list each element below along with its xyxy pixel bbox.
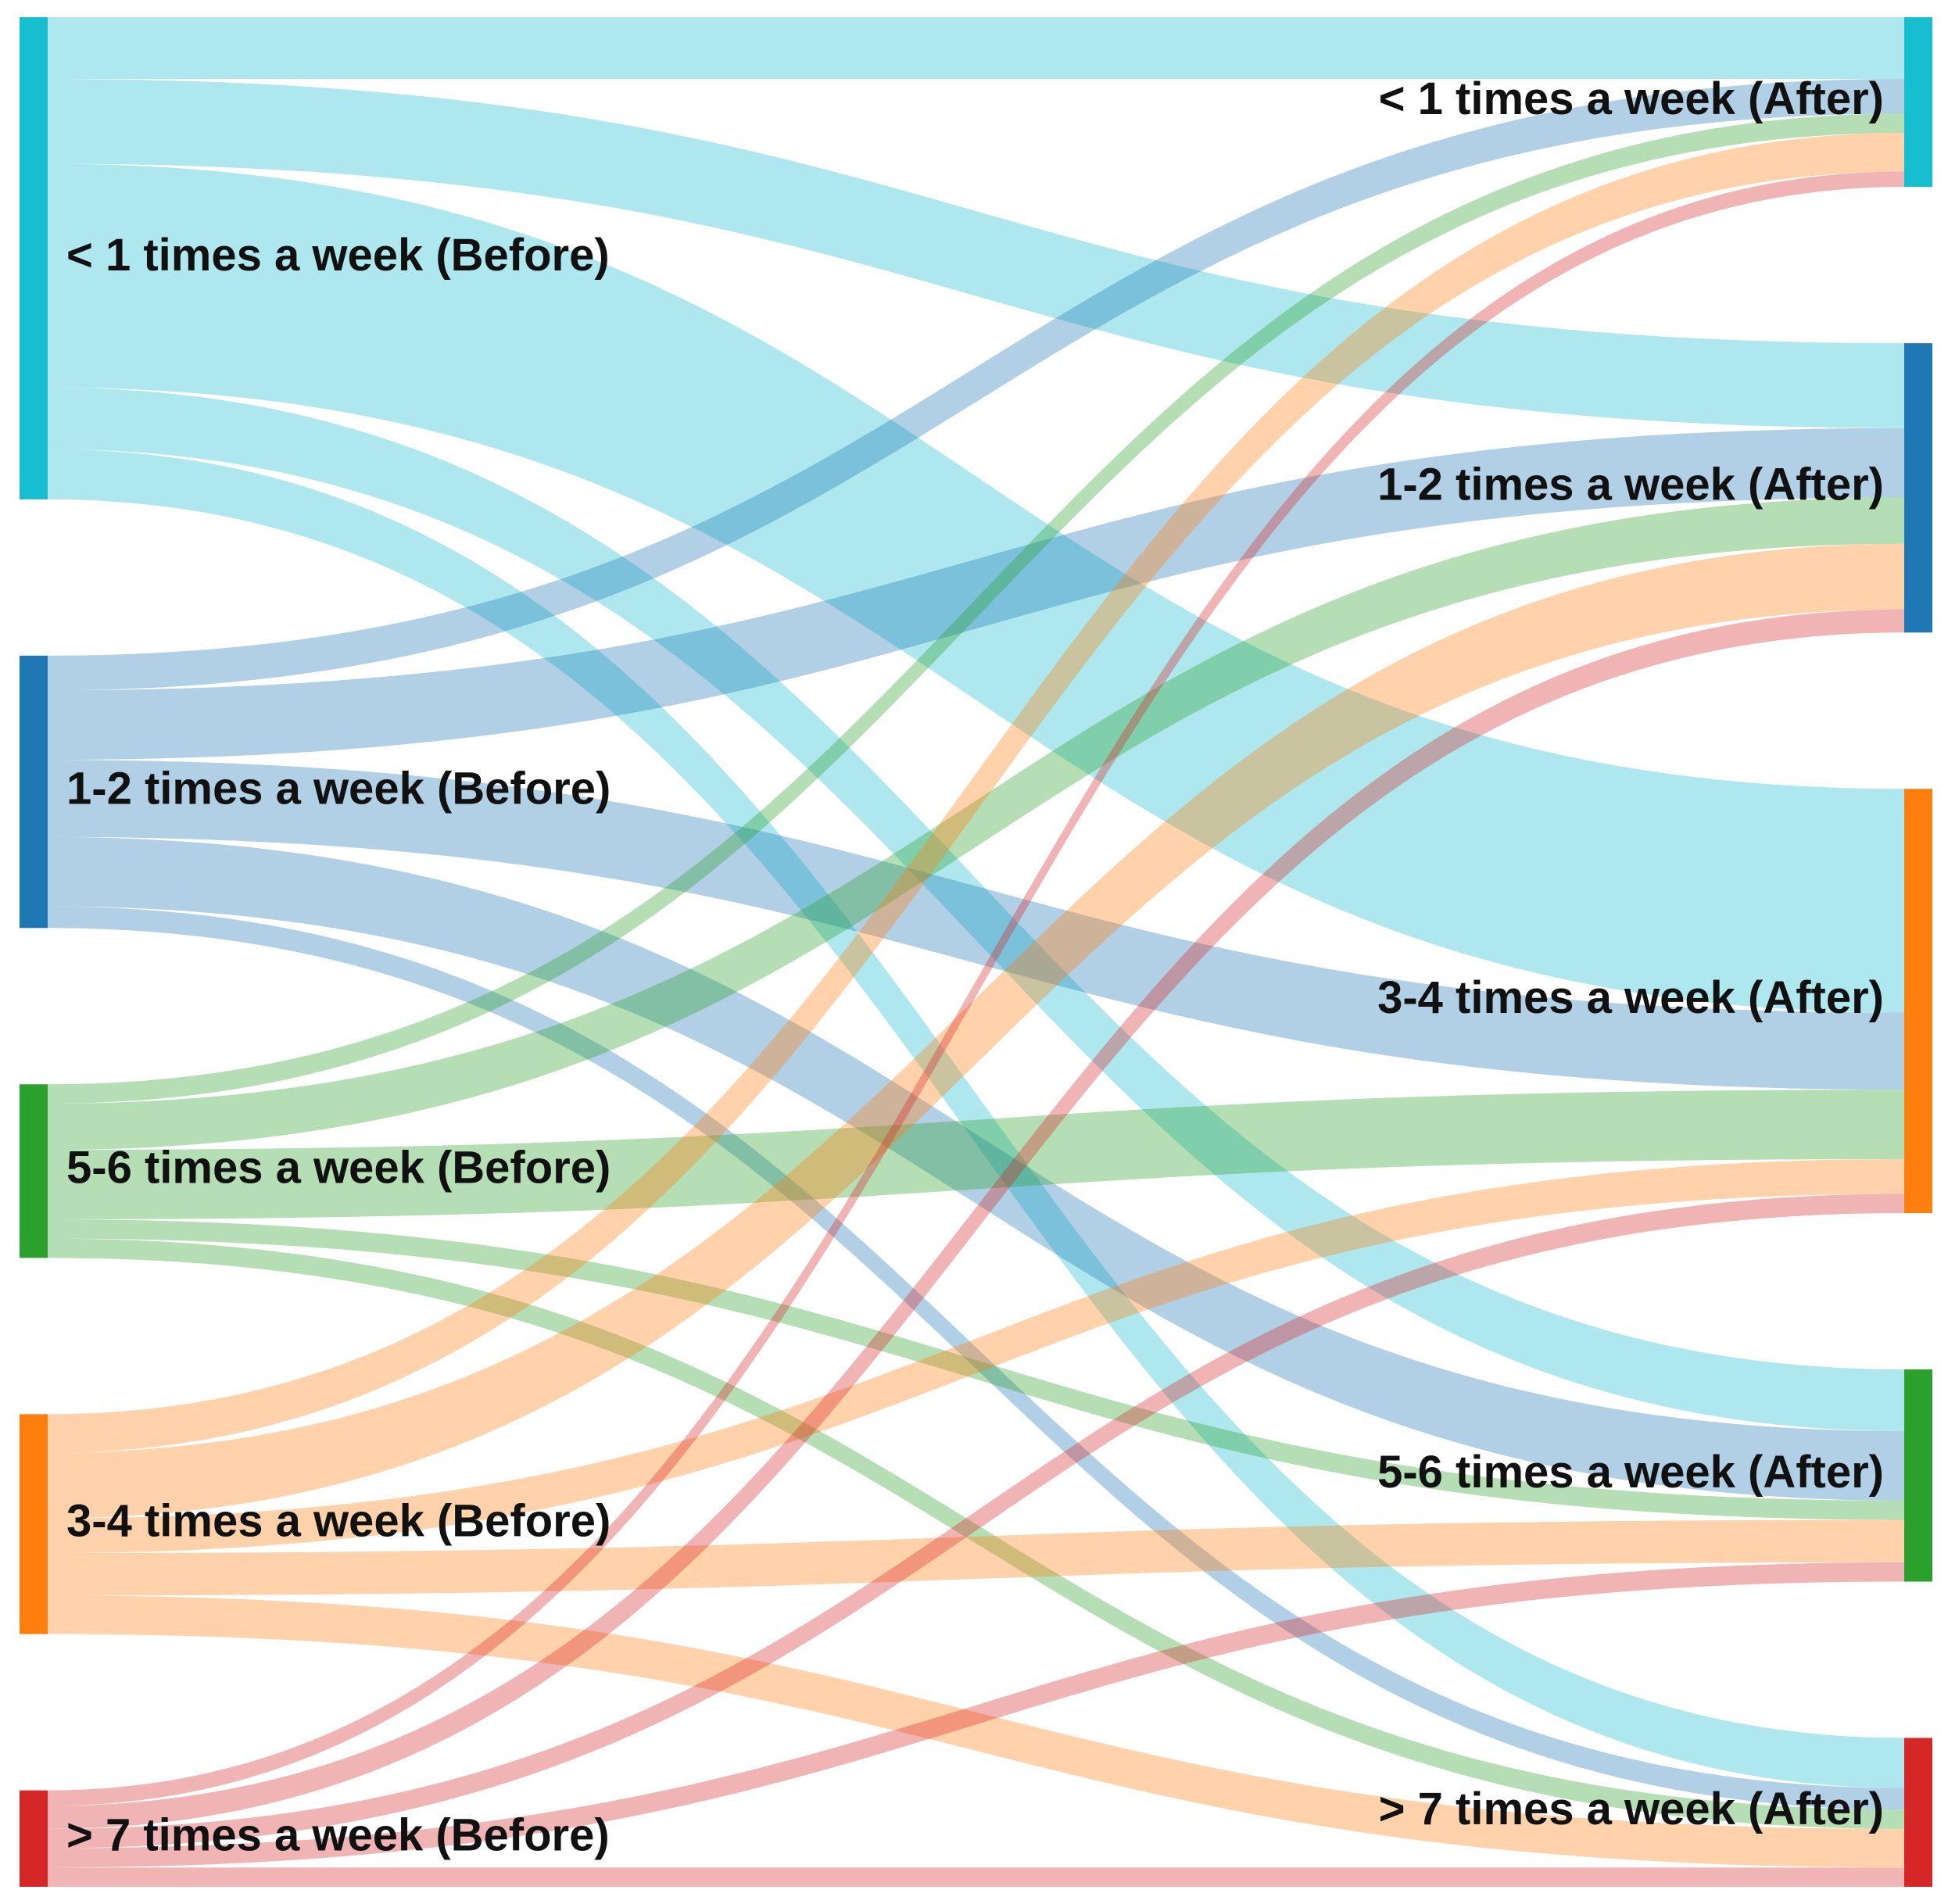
node-7-times-a-week-after <box>1904 1738 1932 1887</box>
node-5-6-times-a-week-before <box>20 1084 48 1258</box>
link-s2-to-t2 <box>48 1090 1904 1219</box>
link-s4-to-t2 <box>48 1194 1904 1849</box>
label-3-4-times-a-week-before: 3-4 times a week (Before) <box>66 1495 611 1546</box>
label-1-times-a-week-before: < 1 times a week (Before) <box>66 230 610 281</box>
node-3-4-times-a-week-after <box>1904 789 1932 1214</box>
node-1-2-times-a-week-before <box>20 655 48 929</box>
label-1-2-times-a-week-before: 1-2 times a week (Before) <box>66 763 611 814</box>
link-s2-to-t3 <box>48 1219 1904 1520</box>
node-7-times-a-week-before <box>20 1790 48 1887</box>
link-s0-to-t1 <box>48 78 1904 428</box>
link-s3-to-t4 <box>48 1595 1904 1868</box>
link-s3-to-t2 <box>48 1159 1904 1553</box>
label-7-times-a-week-before: > 7 times a week (Before) <box>66 1810 610 1861</box>
link-s2-to-t4 <box>48 1238 1904 1829</box>
node-1-times-a-week-before <box>20 17 48 499</box>
labels-layer: < 1 times a week (Before) 1-2 times a wee… <box>66 73 1884 1861</box>
label-1-times-a-week-after: < 1 times a week (After) <box>1379 73 1884 124</box>
link-s0-to-t2 <box>48 163 1904 1013</box>
link-s0-to-t0 <box>48 17 1904 79</box>
link-s0-to-t4 <box>48 449 1904 1788</box>
link-s1-to-t3 <box>48 836 1904 1501</box>
links-layer <box>48 17 1904 1887</box>
link-s3-to-t1 <box>48 543 1904 1519</box>
label-3-4-times-a-week-after: 3-4 times a week (After) <box>1377 972 1884 1023</box>
link-s1-to-t4 <box>48 906 1904 1810</box>
node-1-times-a-week-after <box>1904 17 1932 188</box>
label-1-2-times-a-week-after: 1-2 times a week (After) <box>1377 460 1884 510</box>
nodes-layer <box>20 17 1932 1887</box>
link-s1-to-t2 <box>48 760 1904 1090</box>
link-s4-to-t4 <box>48 1867 1904 1887</box>
link-s3-to-t3 <box>48 1519 1904 1596</box>
link-s3-to-t0 <box>48 133 1904 1453</box>
node-5-6-times-a-week-after <box>1904 1369 1932 1582</box>
label-5-6-times-a-week-after: 5-6 times a week (After) <box>1377 1447 1884 1498</box>
link-s4-to-t0 <box>48 171 1904 1806</box>
link-s2-to-t1 <box>48 497 1904 1151</box>
link-s1-to-t0 <box>48 78 1904 691</box>
label-7-times-a-week-after: > 7 times a week (After) <box>1379 1784 1884 1834</box>
node-1-2-times-a-week-after <box>1904 343 1932 633</box>
link-s1-to-t1 <box>48 428 1904 761</box>
link-s4-to-t1 <box>48 609 1904 1829</box>
link-s4-to-t3 <box>48 1562 1904 1868</box>
label-5-6-times-a-week-before: 5-6 times a week (Before) <box>66 1143 611 1194</box>
link-s2-to-t0 <box>48 113 1904 1104</box>
link-s0-to-t3 <box>48 387 1904 1432</box>
node-3-4-times-a-week-before <box>20 1414 48 1634</box>
